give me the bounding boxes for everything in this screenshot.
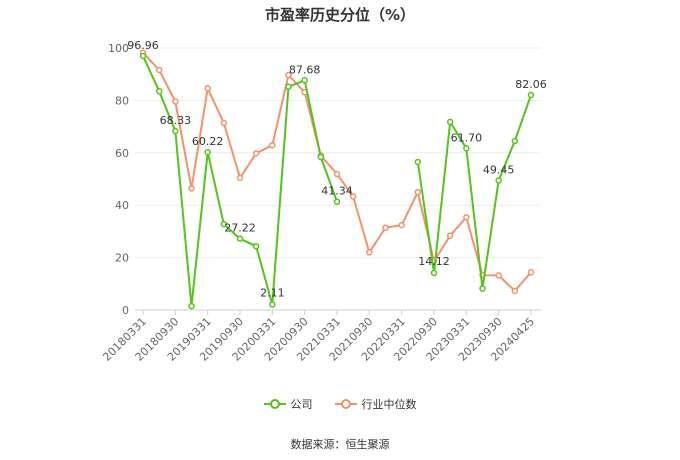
point-industry-median	[269, 141, 276, 149]
point-company	[204, 148, 211, 156]
series-line-company	[142, 55, 532, 308]
point-industry-median	[414, 188, 422, 196]
point-industry-median	[463, 214, 470, 221]
point-company	[446, 118, 454, 126]
point-company	[236, 235, 244, 242]
y-tick-label: 100	[108, 42, 129, 55]
chart-title: 市盈率历史分位（%）	[264, 6, 416, 24]
data-label: 14.12	[418, 255, 450, 268]
data-label: 96.96	[127, 39, 159, 52]
point-company	[172, 127, 179, 135]
point-company	[285, 83, 292, 91]
data-label: 87.68	[289, 63, 321, 76]
point-industry-median	[398, 221, 405, 229]
legend-company-marker-icon	[263, 399, 286, 409]
point-industry-median	[155, 66, 163, 74]
point-industry-median	[382, 224, 389, 231]
point-industry-median	[527, 269, 535, 276]
point-company	[511, 137, 519, 145]
legend: 公司 行业中位数	[0, 396, 680, 412]
y-tick-label: 60	[115, 147, 129, 160]
point-industry-median	[349, 193, 357, 200]
data-source: 数据来源：恒生聚源	[290, 438, 390, 451]
point-company	[430, 269, 438, 277]
point-company	[317, 153, 325, 161]
point-company	[527, 91, 535, 99]
y-tick-label: 80	[115, 94, 129, 107]
point-industry-median	[511, 287, 519, 295]
legend-item-company[interactable]: 公司	[263, 396, 313, 412]
data-label: 61.70	[451, 131, 483, 144]
legend-industry-marker-icon	[334, 399, 357, 409]
point-company	[333, 198, 341, 205]
point-industry-median	[236, 174, 244, 182]
y-tick-label: 40	[115, 199, 129, 212]
point-company	[252, 243, 260, 250]
data-label: 68.33	[160, 114, 192, 127]
point-industry-median	[204, 85, 211, 92]
point-industry-median	[188, 185, 195, 192]
point-industry-median	[172, 98, 179, 105]
legend-industry-label: 行业中位数	[361, 398, 417, 411]
data-label: 60.22	[192, 135, 224, 148]
legend-company-label: 公司	[290, 398, 313, 411]
y-tick-label: 20	[115, 252, 129, 265]
data-label: 2.11	[260, 286, 285, 299]
point-company	[463, 145, 470, 152]
point-company	[220, 220, 228, 228]
point-industry-median	[495, 272, 502, 279]
point-company	[414, 158, 422, 166]
data-label: 41.34	[321, 185, 353, 198]
y-tick-label: 0	[122, 304, 129, 317]
legend-item-industry-median[interactable]: 行业中位数	[334, 396, 417, 412]
point-company	[139, 52, 147, 60]
series-layer	[139, 49, 535, 310]
point-industry-median	[285, 71, 292, 79]
point-company	[188, 302, 195, 310]
point-company	[155, 87, 163, 95]
point-industry-median	[220, 119, 228, 127]
data-label: 82.06	[515, 78, 547, 91]
point-company	[479, 285, 486, 292]
point-industry-median	[366, 249, 373, 256]
point-company	[269, 301, 276, 308]
point-industry-median	[446, 232, 454, 239]
point-company	[495, 177, 502, 184]
point-industry-median	[252, 150, 260, 157]
point-company	[301, 77, 308, 84]
point-industry-median	[333, 170, 341, 178]
data-label: 27.22	[224, 222, 256, 235]
data-label: 49.45	[483, 163, 515, 176]
